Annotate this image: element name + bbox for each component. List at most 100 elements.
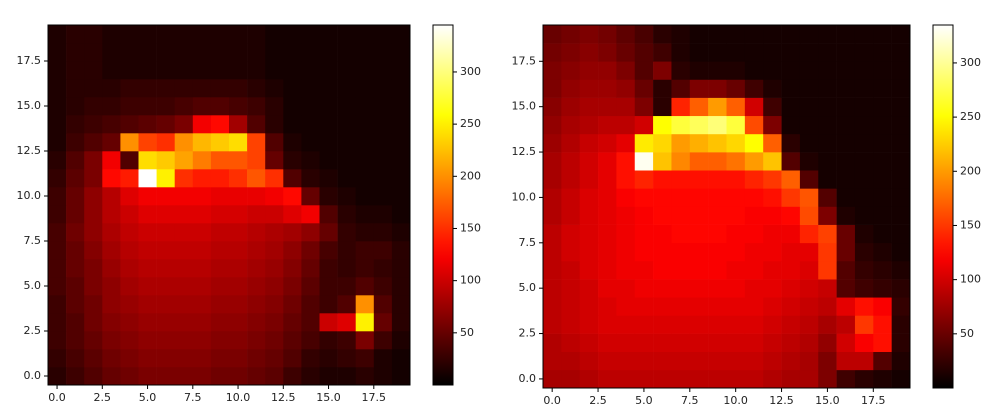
- heat-cell: [283, 295, 302, 314]
- heat-cell: [229, 151, 248, 170]
- colorbar-tick-label: 300: [460, 65, 481, 78]
- heat-cell: [174, 205, 194, 224]
- heat-cell: [192, 223, 212, 242]
- heat-cell: [247, 79, 266, 98]
- heat-cell: [301, 25, 320, 44]
- heat-cell: [120, 331, 139, 350]
- heat-cell: [653, 224, 672, 244]
- heat-cell: [689, 152, 709, 171]
- heat-cell: [283, 115, 302, 134]
- heat-cell: [138, 205, 157, 224]
- heat-cell: [138, 187, 157, 206]
- heat-cell: [598, 315, 617, 334]
- heat-cell: [689, 61, 709, 80]
- heat-cell: [836, 242, 856, 262]
- heat-cell: [744, 170, 764, 189]
- heat-cell: [156, 223, 175, 242]
- heat-cell: [543, 152, 562, 171]
- heat-cell: [671, 152, 691, 171]
- heat-cell: [210, 43, 230, 62]
- heat-cell: [543, 242, 562, 262]
- heat-cell: [689, 206, 709, 225]
- heat-cell: [102, 223, 121, 242]
- heat-cell: [319, 223, 338, 242]
- heat-cell: [763, 188, 782, 207]
- heat-cell: [301, 169, 320, 188]
- heat-cell: [102, 79, 121, 98]
- heat-cell: [355, 169, 375, 188]
- heat-cell: [373, 43, 393, 62]
- heat-cell: [48, 133, 67, 152]
- heat-cell: [247, 295, 266, 314]
- heat-cell: [283, 313, 302, 332]
- heat-cell: [48, 97, 67, 116]
- heat-cell: [283, 187, 302, 206]
- heat-cell: [337, 133, 356, 152]
- heat-cell: [66, 259, 85, 278]
- heat-cell: [265, 313, 284, 332]
- heat-cell: [818, 133, 837, 153]
- heat-cell: [210, 313, 230, 332]
- heat-cell: [210, 25, 230, 44]
- heat-cell: [671, 369, 691, 389]
- heat-cell: [726, 115, 746, 135]
- heat-cell: [84, 79, 103, 98]
- heat-cell: [247, 277, 266, 296]
- heat-cell: [799, 152, 819, 171]
- heat-cell: [781, 97, 801, 117]
- heat-cell: [543, 97, 562, 117]
- heat-cell: [653, 133, 672, 153]
- heat-cell: [120, 133, 139, 152]
- heat-cell: [726, 25, 746, 44]
- heat-cell: [174, 349, 194, 368]
- heat-cell: [355, 151, 375, 170]
- heat-cell: [355, 367, 375, 386]
- heat-cell: [283, 205, 302, 224]
- heat-cell: [301, 331, 320, 350]
- heat-cell: [66, 43, 85, 62]
- heat-cell: [598, 369, 617, 389]
- heat-cell: [247, 133, 266, 152]
- heat-cell: [708, 351, 727, 371]
- heat-cell: [854, 61, 874, 80]
- heat-cell: [873, 206, 892, 225]
- heat-cell: [763, 152, 782, 171]
- heat-cell: [708, 260, 727, 280]
- heat-cell: [836, 315, 856, 334]
- heat-cell: [102, 241, 121, 260]
- heat-cell: [66, 97, 85, 116]
- heat-cell: [391, 205, 411, 224]
- heat-cell: [138, 349, 157, 368]
- heat-cell: [84, 187, 103, 206]
- heat-cell: [543, 43, 562, 62]
- heat-cell: [579, 351, 599, 371]
- heat-cell: [301, 205, 320, 224]
- heat-cell: [174, 367, 194, 386]
- y-tick-label: 2.5: [24, 324, 42, 337]
- heat-cell: [708, 97, 727, 117]
- heat-cell: [634, 97, 654, 117]
- heat-cell: [210, 367, 230, 386]
- heat-cell: [671, 224, 691, 244]
- heat-cell: [854, 79, 874, 98]
- heat-cell: [799, 224, 819, 244]
- heat-cell: [616, 369, 636, 389]
- heat-cell: [873, 25, 892, 44]
- heat-cell: [283, 367, 302, 386]
- heat-cell: [671, 315, 691, 334]
- heat-cell: [102, 187, 121, 206]
- heat-cell: [66, 169, 85, 188]
- heat-cell: [579, 170, 599, 189]
- heat-cell: [543, 25, 562, 44]
- heat-cell: [763, 315, 782, 334]
- heat-cell: [671, 279, 691, 298]
- heat-cell: [781, 133, 801, 153]
- heat-cell: [156, 295, 175, 314]
- heat-cell: [247, 115, 266, 134]
- y-tick-label: 2.5: [519, 327, 537, 340]
- heat-cell: [818, 170, 837, 189]
- heat-cell: [48, 61, 67, 80]
- heat-cell: [391, 277, 411, 296]
- heat-cell: [653, 206, 672, 225]
- heat-cell: [283, 277, 302, 296]
